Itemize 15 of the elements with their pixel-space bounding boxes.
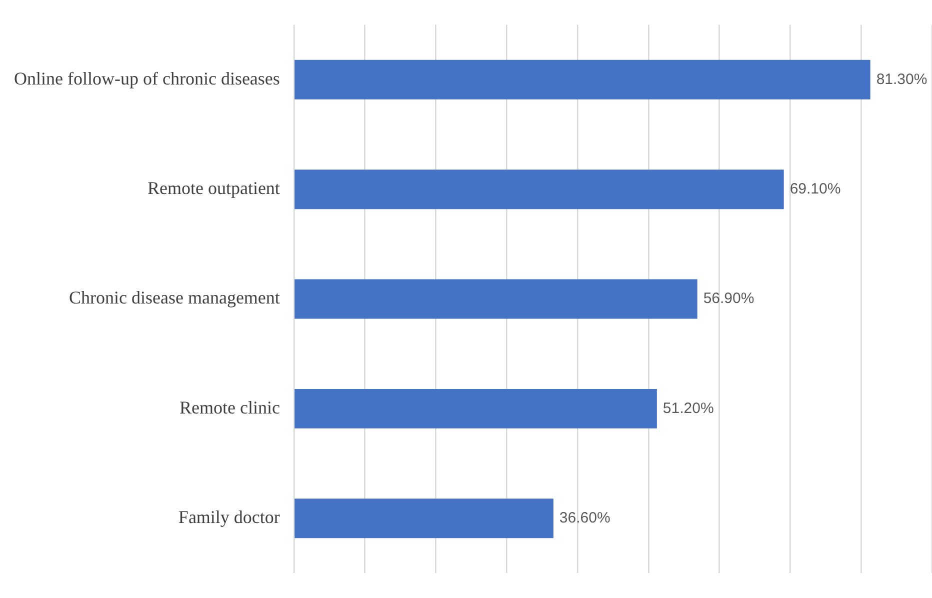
bar [294,60,870,100]
bar [294,498,554,538]
data-label: 81.30% [876,70,928,88]
data-label: 69.10% [790,180,841,198]
y-tick-label: Chronic disease management [68,288,280,308]
bar [294,388,657,428]
data-label: 51.20% [662,400,714,417]
y-tick-label: Remote outpatient [147,178,280,198]
data-label: 36.60% [559,510,610,526]
y-tick-label: Family doctor [178,507,280,528]
bar [294,279,698,319]
data-label: 56.90% [703,290,754,308]
y-tick-label: Remote clinic [179,397,280,418]
y-tick-label: Online follow-up of chronic diseases [14,68,280,88]
bar [294,170,784,210]
